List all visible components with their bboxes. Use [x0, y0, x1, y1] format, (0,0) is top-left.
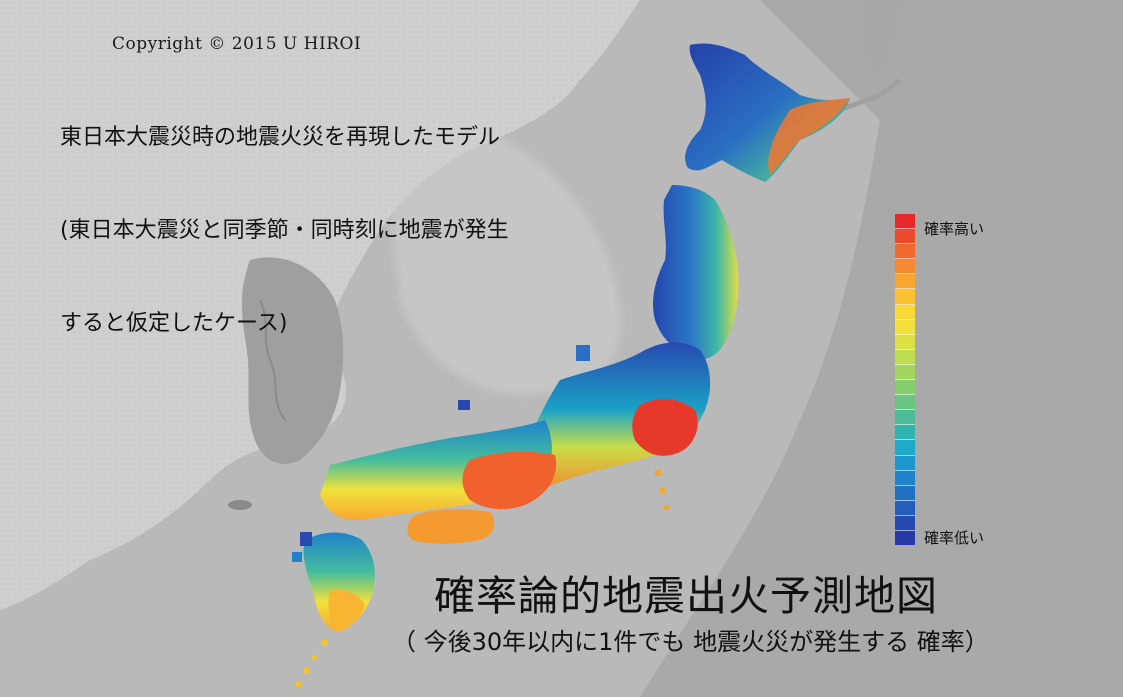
kuril-islands	[839, 78, 902, 113]
hokkaido	[685, 43, 850, 183]
pacific-deep	[640, 0, 1123, 697]
description-line-3: すると仮定したケース)	[60, 311, 288, 336]
legend-color-bar	[895, 214, 915, 547]
hokkaido-east-orange	[768, 98, 850, 175]
jeju-island	[228, 500, 252, 510]
legend-swatch	[895, 425, 915, 441]
legend-swatch	[895, 229, 915, 245]
map-subtitle: （ 今後30年以内に1件でも 地震火災が発生する 確率）	[392, 628, 989, 656]
nansei-islands	[296, 640, 328, 687]
legend-swatch	[895, 470, 915, 486]
legend-swatch	[895, 485, 915, 501]
oki-islands	[458, 400, 470, 410]
sakhalin	[859, 0, 905, 76]
description-line-1: 東日本大震災時の地震火災を再現したモデル	[60, 125, 501, 150]
korea-coast-detail	[259, 299, 286, 421]
legend-swatch	[895, 334, 915, 350]
legend-swatch	[895, 530, 915, 547]
legend-swatch	[895, 455, 915, 471]
legend-swatch	[895, 380, 915, 396]
sea-of-japan-shelf	[380, 116, 621, 395]
map-title: 確率論的地震出火予測地図	[434, 572, 938, 620]
kinki-orange	[462, 451, 557, 510]
legend-swatch	[895, 274, 915, 290]
honshu-central	[505, 342, 711, 492]
legend-swatch	[895, 395, 915, 411]
description-line-2: (東日本大震災と同季節・同時刻に地震が発生	[60, 218, 509, 243]
legend-swatch	[895, 515, 915, 531]
legend-swatch	[895, 500, 915, 516]
legend-low-label: 確率低い	[924, 529, 985, 547]
legend-swatch	[895, 349, 915, 365]
tsushima-island	[300, 532, 312, 546]
tohoku	[653, 185, 739, 360]
izu-islands	[655, 470, 669, 510]
korean-peninsula	[241, 257, 344, 464]
goto-islands	[292, 552, 302, 562]
sado-island	[576, 345, 590, 361]
model-description: 東日本大震災時の地震火災を再現したモデル (東日本大震災と同季節・同時刻に地震が…	[60, 60, 509, 401]
legend-swatch	[895, 289, 915, 305]
copyright-text: Copyright © 2015 U HIROI	[112, 34, 362, 54]
legend-swatch	[895, 410, 915, 426]
legend-swatch	[895, 364, 915, 381]
legend-swatch	[895, 259, 915, 275]
probability-legend	[895, 214, 915, 547]
legend-swatch	[895, 214, 915, 230]
kyushu-south	[328, 589, 365, 632]
kanto-red	[632, 398, 698, 456]
legend-swatch	[895, 304, 915, 320]
legend-high-label: 確率高い	[924, 220, 985, 238]
legend-swatch	[895, 319, 915, 335]
legend-swatch	[895, 440, 915, 456]
legend-swatch	[895, 244, 915, 260]
shikoku	[407, 509, 495, 544]
